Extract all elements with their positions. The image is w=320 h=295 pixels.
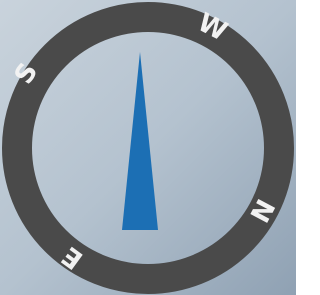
compass-image: S W N E <box>0 0 296 295</box>
page: {"compass": {"labels": {"south": "S", "w… <box>0 0 296 295</box>
